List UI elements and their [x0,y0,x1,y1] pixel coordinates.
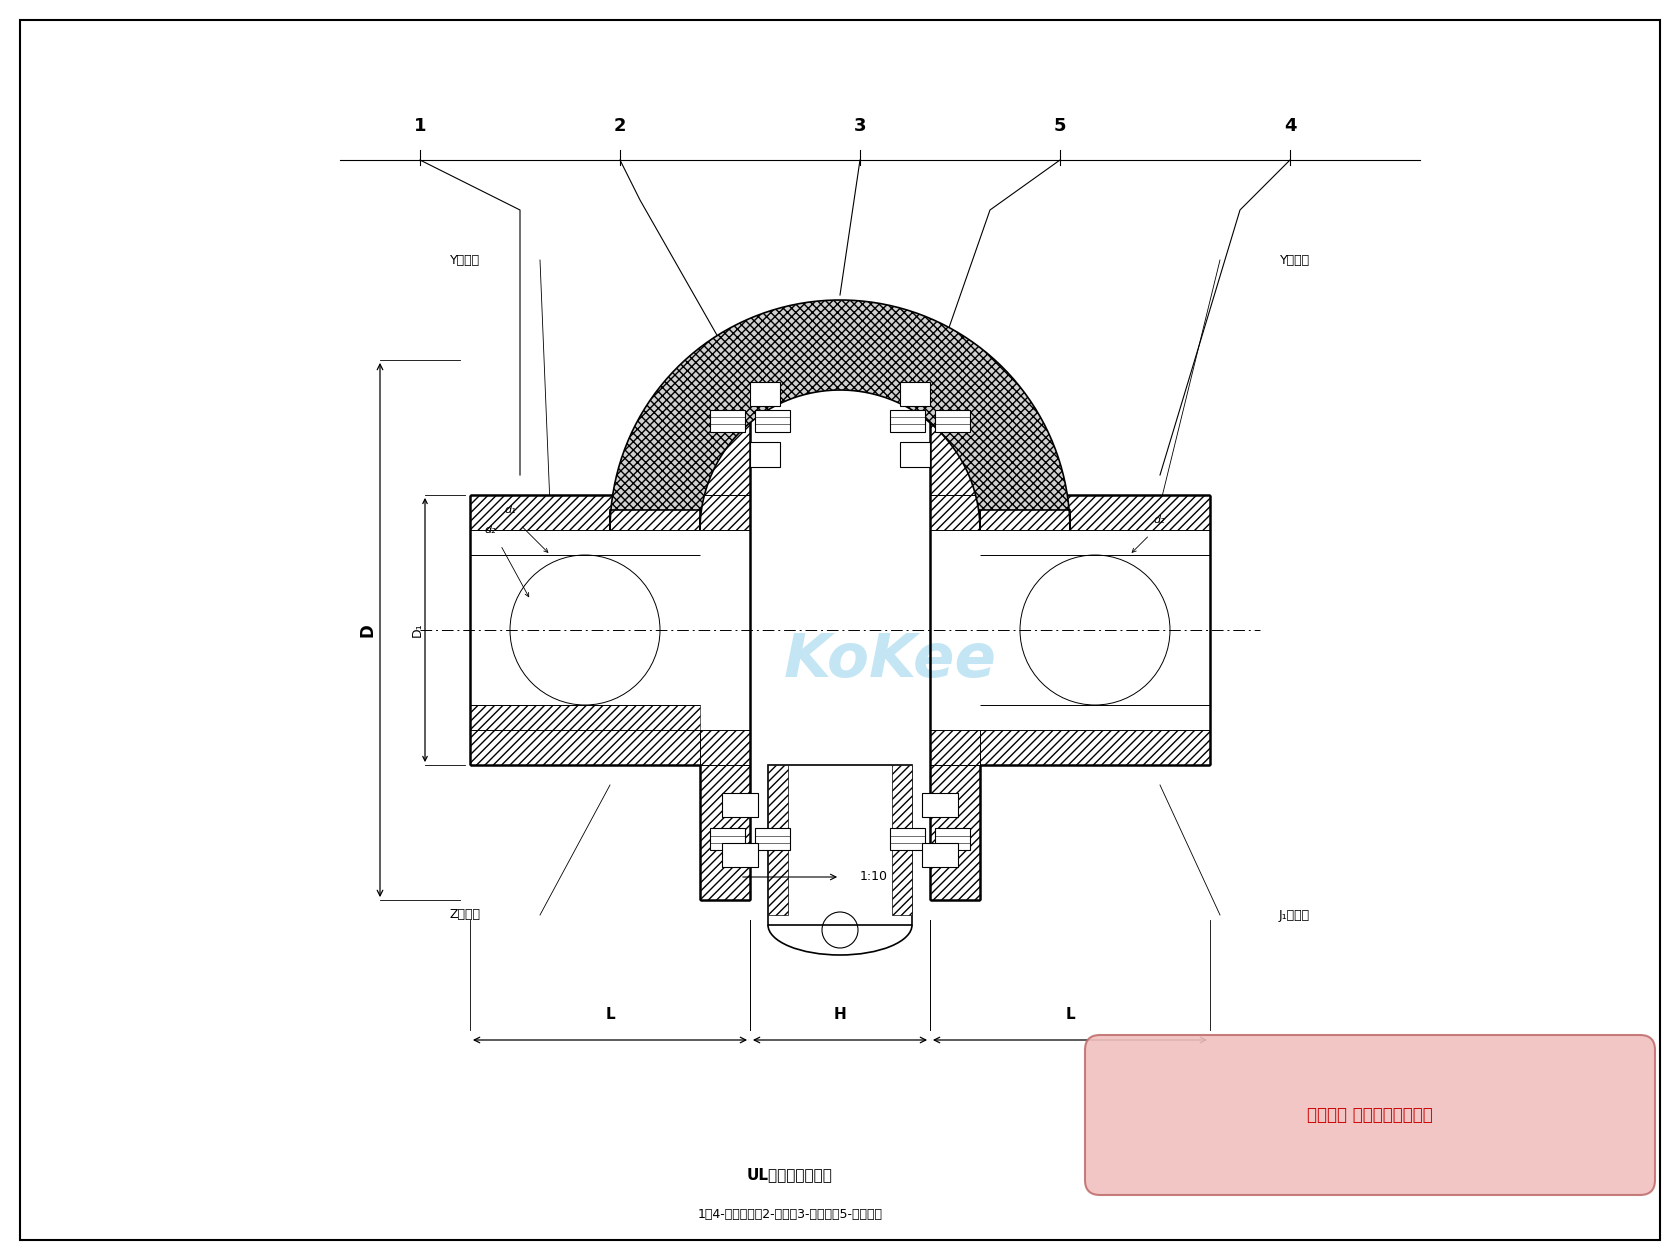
Text: 1、4-半联轴器；2-螺栋；3-轮胎环；5-止退帪板: 1、4-半联轴器；2-螺栋；3-轮胎环；5-止退帪板 [697,1208,882,1221]
Bar [754,828,790,851]
Text: H: H [833,1007,847,1022]
Text: L: L [605,1007,615,1022]
Bar [931,730,979,765]
Text: Z型轴孔: Z型轴孔 [450,908,480,921]
Bar [931,765,979,900]
Bar [890,828,926,851]
Bar [892,765,912,915]
Bar [722,793,758,816]
Bar [936,410,969,432]
Bar [701,765,749,900]
Bar [922,793,958,816]
Text: Y型轴孔: Y型轴孔 [450,253,480,267]
Text: Y型轴孔: Y型轴孔 [1280,253,1310,267]
Text: L: L [1065,1007,1075,1022]
Bar [749,382,780,406]
Text: d₂: d₂ [1154,515,1166,525]
FancyBboxPatch shape [1085,1034,1655,1194]
Bar [900,382,931,406]
Bar [711,410,744,432]
Text: d₁: d₁ [504,505,516,515]
Text: 5: 5 [1053,117,1067,135]
Bar [768,765,912,925]
Bar [979,495,1210,530]
Text: KoKee: KoKee [783,630,996,689]
Text: D: D [360,624,376,636]
Bar [979,730,1210,765]
Text: 3: 3 [853,117,867,135]
Text: UL型轮胎式联轴器: UL型轮胎式联轴器 [748,1168,833,1182]
Bar [470,730,701,765]
Text: 1: 1 [413,117,427,135]
Bar [931,360,979,495]
Text: 2: 2 [613,117,627,135]
Bar [701,495,749,530]
Bar [931,495,979,530]
Text: J₁型轴孔: J₁型轴孔 [1278,908,1310,921]
Bar [701,360,749,495]
Text: 版权所有 侵权必被严厉追究: 版权所有 侵权必被严厉追究 [1307,1106,1433,1124]
Text: D₁: D₁ [410,622,423,638]
Text: 4: 4 [1284,117,1297,135]
Bar [900,442,931,466]
Bar [890,410,926,432]
Bar [936,828,969,851]
Bar [470,495,701,530]
Bar [722,843,758,867]
Text: 1:10: 1:10 [860,871,889,883]
Bar [711,828,744,851]
Polygon shape [610,300,1070,530]
Text: d₂: d₂ [486,525,496,536]
Bar [922,843,958,867]
Bar [768,765,788,915]
Bar [749,442,780,466]
Bar [754,410,790,432]
Bar [701,730,749,765]
